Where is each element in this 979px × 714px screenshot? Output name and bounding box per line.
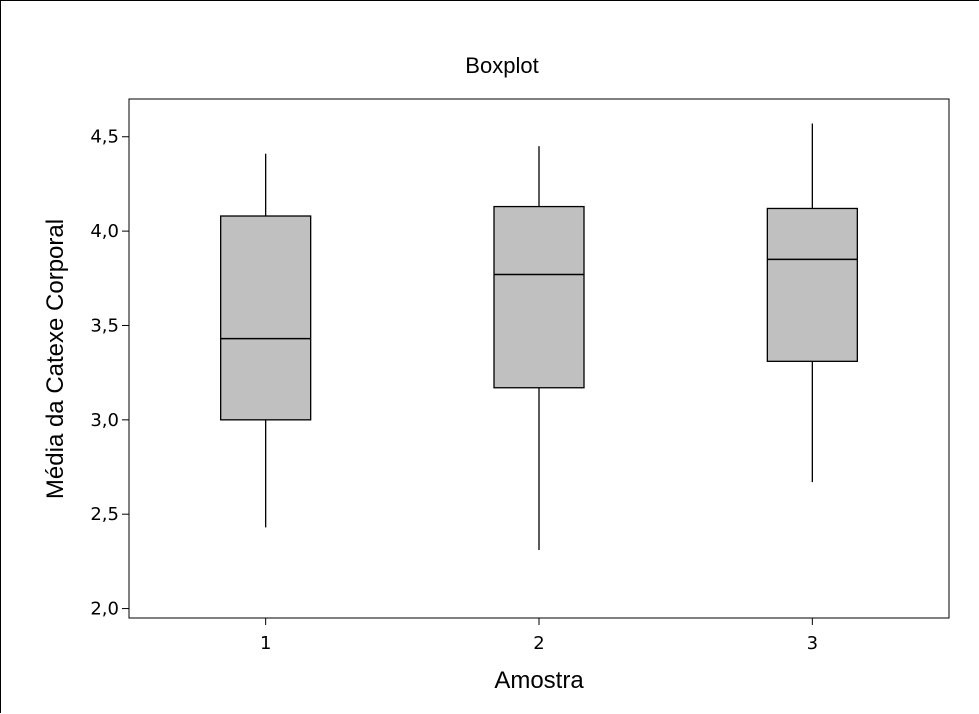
x-axis: 1 2 3 xyxy=(260,618,818,654)
y-tick-label: 3,0 xyxy=(90,410,119,431)
y-axis: 2,0 2,5 3,0 3,5 4,0 4,5 xyxy=(90,127,129,620)
box xyxy=(220,215,312,421)
y-axis-label: Média da Catexe Corporal xyxy=(42,219,69,499)
x-tick-label: 3 xyxy=(807,633,818,654)
x-axis-label: Amostra xyxy=(494,667,584,694)
y-tick-label: 2,5 xyxy=(90,504,119,525)
box xyxy=(493,205,585,389)
box-group xyxy=(493,146,585,551)
chart-title: Boxplot xyxy=(465,53,538,78)
x-tick-label: 1 xyxy=(260,633,271,654)
boxes xyxy=(220,123,858,551)
y-tick-label: 3,5 xyxy=(90,315,119,336)
y-tick-label: 4,5 xyxy=(90,127,119,148)
y-tick-label: 4,0 xyxy=(90,221,119,242)
box-group xyxy=(220,153,312,528)
box xyxy=(766,207,858,362)
box-group xyxy=(766,123,858,483)
x-tick-label: 2 xyxy=(533,633,544,654)
y-tick-label: 2,0 xyxy=(90,599,119,620)
